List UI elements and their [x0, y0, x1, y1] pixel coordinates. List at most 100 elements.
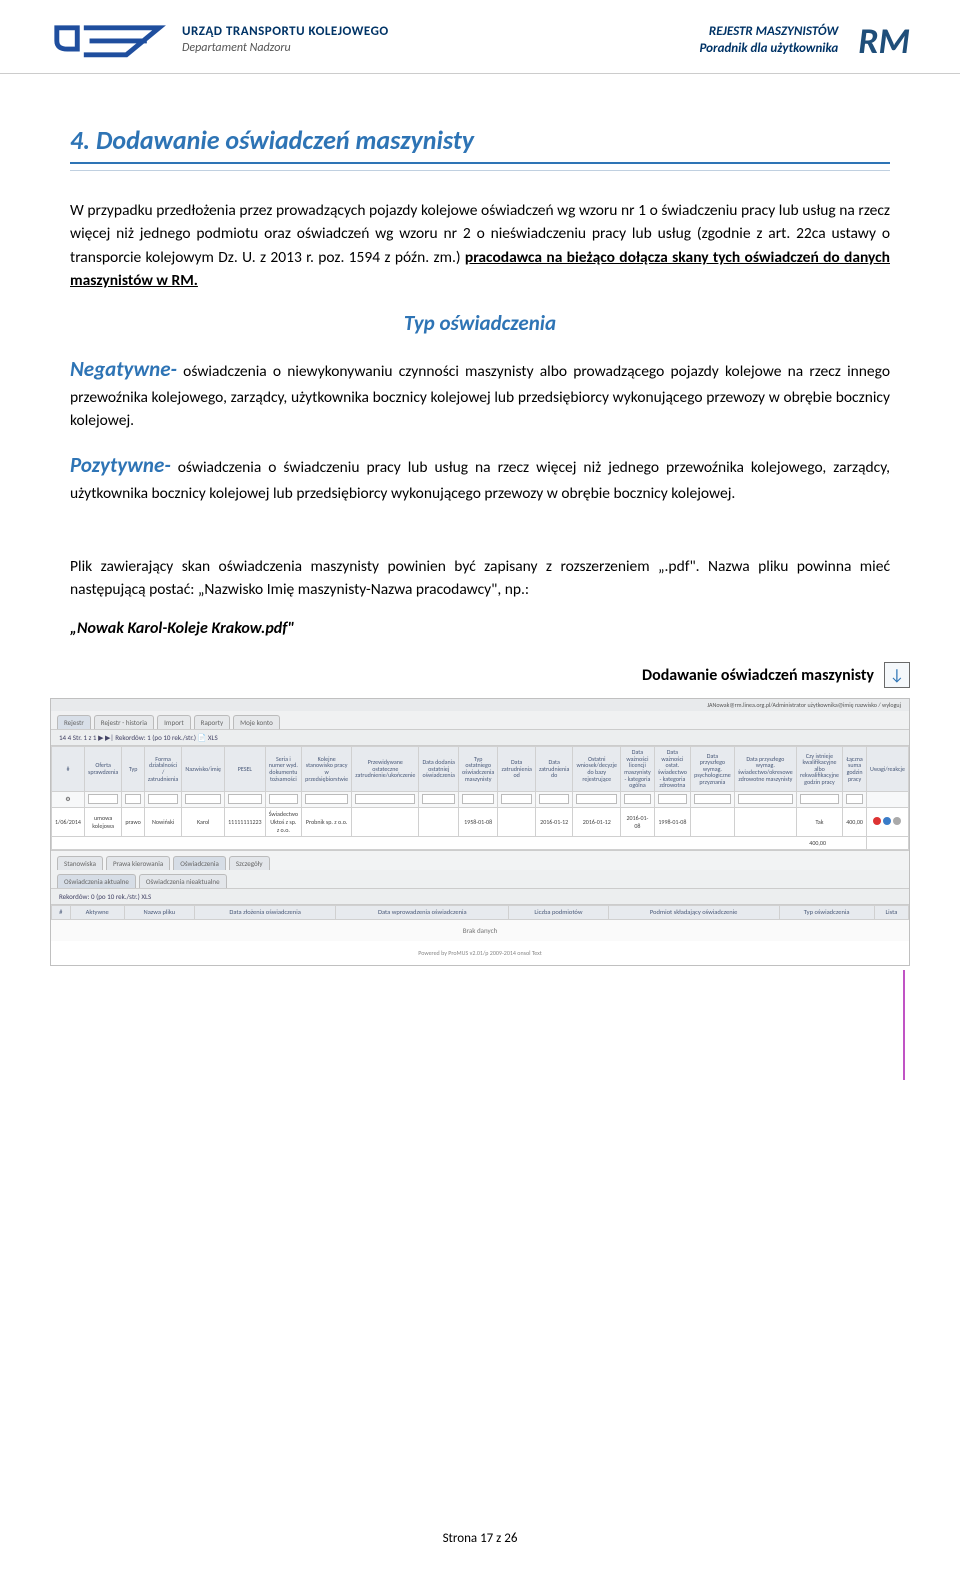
ss-filter-input[interactable]: [501, 794, 532, 804]
ss-footer: Powered by ProMUS v2.01/p 2009-2014 onso…: [51, 941, 909, 965]
caption-row: Dodawanie oświadczeń maszynisty ↓: [0, 662, 960, 698]
ss-filter-input[interactable]: [462, 794, 494, 804]
ss-filter-input[interactable]: [228, 794, 262, 804]
ss-sub-toolbar[interactable]: Rekordów: 0 (po 10 rek./str.) XLS: [51, 888, 909, 905]
ss-filter-cell[interactable]: [535, 791, 573, 807]
ss-filter-cell[interactable]: [265, 791, 302, 807]
ss-data-cell: prawo: [122, 807, 145, 836]
ss-sub-col-header: Data wprowadzenia oświadczenia: [336, 905, 509, 919]
ss-data-cell: [352, 807, 419, 836]
ss-tab[interactable]: Moje konto: [233, 715, 280, 729]
ss-sub-col-header: #: [52, 905, 71, 919]
ss-filter-cell[interactable]: [122, 791, 145, 807]
ss-sub-col-header: Aktywne: [70, 905, 124, 919]
org-subtitle: Departament Nadzoru: [182, 41, 389, 57]
ss-col-header: Data zatrudnienia do: [535, 747, 573, 792]
ss-tab[interactable]: Import: [157, 715, 191, 729]
ss-filter-input[interactable]: [148, 794, 179, 804]
ss-filter-cell[interactable]: [498, 791, 536, 807]
ss-filter-cell[interactable]: [654, 791, 690, 807]
ss-subtab[interactable]: Oświadczenia: [173, 856, 226, 870]
ss-col-header: Ostatni wniosek/decyzje do bazy rejestru…: [573, 747, 621, 792]
ss-filter-cell[interactable]: [352, 791, 419, 807]
ss-sub-col-header: Lista: [874, 905, 908, 919]
ss-data-cell: 11111111223: [225, 807, 266, 836]
org-title: URZĄD TRANSPORTU KOLEJOWEGO: [182, 24, 389, 41]
ss-filter-cell[interactable]: [182, 791, 225, 807]
ss-filter-input[interactable]: [88, 794, 118, 804]
ss-col-header: Przewidywane ostateczne zatrudnienie/uko…: [352, 747, 419, 792]
ss-filter-cell[interactable]: [302, 791, 352, 807]
ss-filter-cell[interactable]: [866, 791, 908, 807]
ss-data-cell: [498, 807, 536, 836]
ss-total: 400,00: [52, 836, 867, 849]
ss-filter-cell[interactable]: [573, 791, 621, 807]
ss-subsubtab[interactable]: Oświadczenia nieaktualne: [139, 874, 227, 888]
ss-data-cell: Karol: [182, 807, 225, 836]
ss-filter-cell[interactable]: [84, 791, 121, 807]
ss-data-cell: 1/06/2014: [52, 807, 85, 836]
ss-toolbar[interactable]: 14 4 Str. 1 z 1 ▶ ▶| Rekordów: 1 (po 10 …: [51, 729, 909, 746]
ss-filter-input[interactable]: [624, 794, 651, 804]
ss-subtab[interactable]: Stanowiska: [57, 856, 103, 870]
pos-text: oświadczenia o świadczeniu pracy lub usł…: [70, 458, 890, 503]
ss-filter-input[interactable]: [576, 794, 617, 804]
ss-col-header: Data ważności ostat. świadectwo - katego…: [654, 747, 690, 792]
ss-col-header: Typ ostatniego oświadczenia maszynisty: [458, 747, 497, 792]
ss-subtabs: StanowiskaPrawa kierowaniaOświadczeniaSz…: [51, 850, 909, 870]
ss-filter-input[interactable]: [694, 794, 731, 804]
ss-filter-cell[interactable]: [796, 791, 842, 807]
ss-col-header: Typ: [122, 747, 145, 792]
ss-filter-cell[interactable]: [144, 791, 182, 807]
ss-filter-input[interactable]: [355, 794, 415, 804]
ss-subtab[interactable]: Prawa kierowania: [106, 856, 170, 870]
ss-col-header: Data zatrudnienia od: [498, 747, 536, 792]
ss-action-cell[interactable]: [866, 807, 908, 836]
ss-subsubtabs: Oświadczenia aktualneOświadczenia nieakt…: [51, 870, 909, 888]
ss-filter-cell[interactable]: [843, 791, 867, 807]
ss-filter-input[interactable]: [800, 794, 839, 804]
ss-filter-cell[interactable]: [691, 791, 735, 807]
ss-subsubtab[interactable]: Oświadczenia aktualne: [57, 874, 136, 888]
annotation-arrow: [903, 970, 905, 1080]
ss-sub-col-header: Data złożenia oświadczenia: [194, 905, 336, 919]
ss-filter-cell[interactable]: [458, 791, 497, 807]
app-screenshot: JANowak@rm.linea.org.pl/Administrator uż…: [50, 698, 910, 966]
ss-main-table: #Oferta sprawdzeniaTypForma działalności…: [51, 746, 909, 850]
ss-filter-input[interactable]: [422, 794, 454, 804]
ss-tab[interactable]: Rejestr - historia: [94, 715, 154, 729]
ss-filter-cell[interactable]: [734, 791, 796, 807]
ss-data-cell: [691, 807, 735, 836]
neg-text: oświadczenia o niewykonywaniu czynności …: [70, 362, 890, 430]
download-icon[interactable]: ↓: [884, 662, 910, 688]
rm-badge: RM: [858, 19, 910, 63]
page-header: URZĄD TRANSPORTU KOLEJOWEGO Departament …: [0, 0, 960, 74]
register-title: REJESTR MASZYNISTÓW: [699, 24, 838, 41]
ss-filter-cell[interactable]: [621, 791, 655, 807]
ss-tab[interactable]: Raporty: [194, 715, 230, 729]
section-title: 4. Dodawanie oświadczeń maszynisty: [70, 124, 890, 164]
ss-data-cell: [734, 807, 796, 836]
ss-data-cell: 2016-01-08: [621, 807, 655, 836]
ss-data-cell: Nowiński: [144, 807, 182, 836]
ss-filter-input[interactable]: [125, 794, 141, 804]
ss-sub-col-header: Typ oświadczenia: [779, 905, 874, 919]
ss-tab[interactable]: Rejestr: [57, 715, 91, 729]
ss-col-header: Data ważności licencji maszynisty - kate…: [621, 747, 655, 792]
ss-filter-input[interactable]: [185, 794, 221, 804]
ss-filter-cell[interactable]: [419, 791, 458, 807]
ss-filter-input[interactable]: [658, 794, 687, 804]
subheading-type: Typ oświadczenia: [70, 310, 890, 336]
ss-filter-input[interactable]: [738, 794, 793, 804]
ss-filter-cell[interactable]: ⚙: [52, 791, 85, 807]
ss-filter-input[interactable]: [539, 794, 570, 804]
ss-filter-cell[interactable]: [225, 791, 266, 807]
ss-subtab[interactable]: Szczegóły: [229, 856, 270, 870]
ss-data-cell: Probnik sp. z o.o.: [302, 807, 352, 836]
ss-filter-input[interactable]: [305, 794, 348, 804]
utk-logo: [50, 18, 170, 63]
ss-filter-input[interactable]: [846, 794, 863, 804]
ss-col-header: Oferta sprawdzenia: [84, 747, 121, 792]
ss-filter-input[interactable]: [269, 794, 299, 804]
content: 4. Dodawanie oświadczeń maszynisty W prz…: [0, 74, 960, 638]
